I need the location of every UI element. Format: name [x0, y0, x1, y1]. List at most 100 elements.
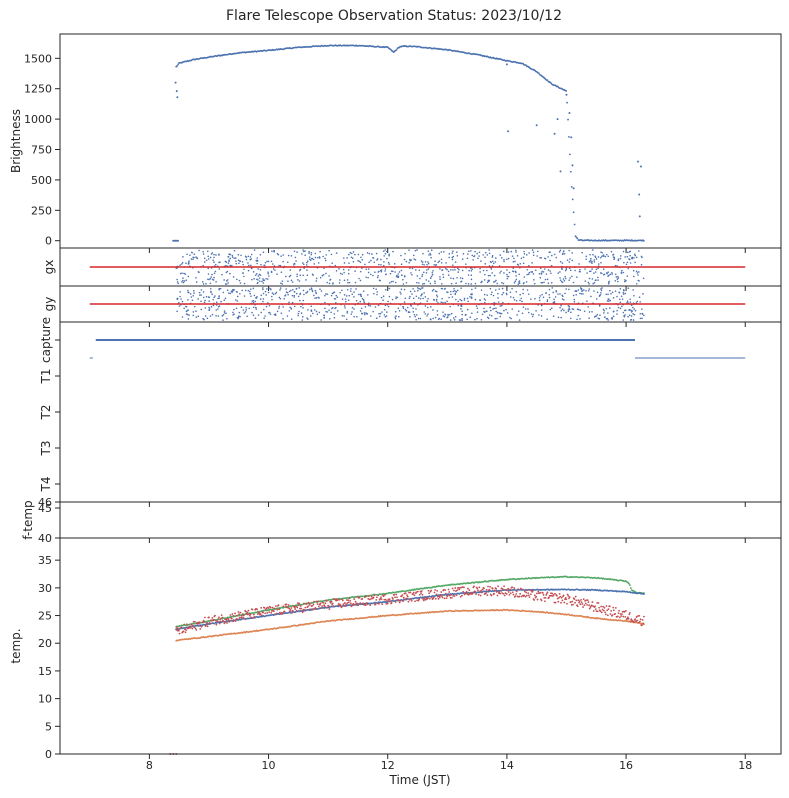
- data-point: [438, 596, 441, 599]
- data-point: [423, 282, 426, 285]
- data-point: [462, 590, 465, 593]
- data-point: [389, 272, 392, 275]
- x-tick-label: 18: [738, 759, 752, 772]
- data-point: [621, 298, 624, 300]
- data-point: [505, 308, 507, 311]
- data-point: [548, 596, 550, 599]
- data-point: [618, 616, 621, 619]
- data-point: [335, 306, 337, 309]
- data-point: [523, 253, 526, 255]
- data-point: [281, 283, 284, 285]
- data-point: [364, 306, 367, 308]
- data-point: [398, 310, 401, 312]
- data-point: [224, 620, 227, 623]
- data-point: [393, 593, 396, 596]
- data-point: [231, 264, 233, 267]
- data-point: [335, 270, 338, 272]
- data-point: [238, 311, 241, 314]
- data-point: [276, 273, 278, 275]
- data-point: [202, 296, 205, 299]
- data-point: [565, 598, 568, 601]
- data-point: [188, 260, 190, 262]
- data-point: [372, 287, 375, 290]
- data-point: [222, 620, 225, 623]
- data-point: [491, 260, 494, 263]
- data-point: [388, 254, 390, 257]
- data-point: [402, 596, 405, 599]
- data-point: [609, 273, 612, 276]
- data-point: [260, 311, 263, 314]
- data-point: [528, 264, 530, 267]
- data-point: [351, 311, 353, 313]
- data-point: [320, 606, 323, 609]
- data-point: [206, 625, 209, 628]
- data-point: [225, 618, 228, 621]
- data-point: [325, 272, 327, 275]
- data-point: [493, 589, 496, 592]
- data-point: [640, 263, 643, 266]
- data-point: [324, 307, 326, 310]
- data-point: [186, 253, 188, 256]
- data-point: [422, 271, 425, 274]
- data-point: [641, 624, 643, 627]
- data-point: [204, 616, 206, 619]
- data-point: [190, 625, 192, 628]
- data-point: [370, 598, 372, 600]
- data-point: [289, 306, 291, 309]
- data-point: [571, 198, 574, 201]
- data-point: [237, 611, 240, 613]
- data-point: [603, 312, 605, 314]
- data-point: [491, 291, 493, 293]
- data-point: [417, 599, 420, 602]
- data-point: [288, 290, 291, 293]
- data-point: [252, 613, 255, 616]
- data-point: [361, 258, 364, 261]
- data-point: [535, 592, 538, 595]
- data-point: [612, 254, 614, 256]
- data-point: [202, 283, 205, 285]
- data-point: [560, 304, 562, 307]
- data-point: [471, 268, 474, 270]
- panels: 0250500750100012501500Brightnessgxgycapt…: [9, 33, 782, 772]
- data-point: [639, 618, 642, 621]
- data-point: [198, 621, 201, 624]
- data-point: [386, 600, 388, 602]
- data-point: [411, 273, 413, 276]
- data-point: [465, 282, 467, 285]
- data-point: [604, 613, 607, 616]
- data-point: [401, 274, 403, 276]
- data-point: [219, 261, 221, 263]
- data-point: [421, 273, 424, 276]
- data-point: [299, 607, 301, 610]
- data-point: [623, 610, 626, 613]
- data-point: [635, 283, 638, 285]
- data-point: [176, 278, 178, 281]
- data-point: [565, 93, 568, 96]
- data-point: [428, 592, 431, 595]
- data-point: [550, 264, 553, 267]
- data-point: [528, 271, 531, 274]
- data-point: [315, 280, 318, 282]
- data-point: [549, 251, 551, 254]
- data-point: [312, 258, 315, 261]
- data-point: [181, 272, 183, 274]
- data-point: [576, 605, 579, 608]
- data-point: [434, 260, 436, 263]
- data-point: [417, 317, 420, 320]
- data-point: [519, 293, 522, 296]
- data-point: [195, 281, 198, 283]
- data-point: [378, 263, 380, 266]
- data-point: [630, 304, 633, 307]
- y-tick-label: 10: [38, 693, 52, 706]
- data-point: [394, 601, 397, 603]
- data-point: [218, 305, 221, 307]
- data-point: [477, 257, 479, 260]
- data-point: [461, 310, 463, 313]
- data-point: [439, 276, 441, 278]
- data-point: [247, 262, 249, 264]
- x-tick-label: 14: [500, 759, 514, 772]
- data-point: [208, 306, 210, 309]
- data-point: [229, 292, 232, 295]
- data-point: [553, 300, 556, 303]
- data-point: [525, 594, 528, 597]
